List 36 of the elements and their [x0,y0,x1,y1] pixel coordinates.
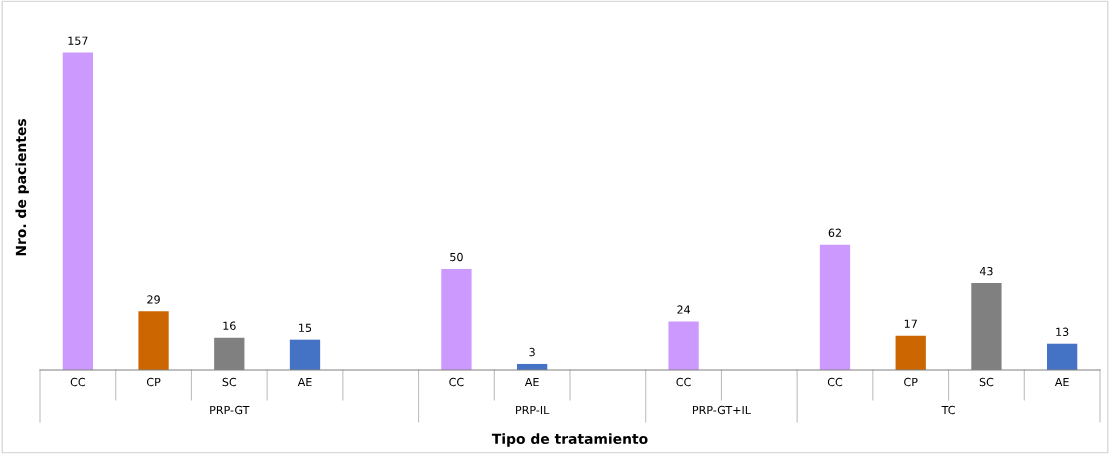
x-tick-label: CP [146,377,161,387]
data-label: 15 [299,323,312,332]
data-label: 24 [677,305,691,314]
data-label: 50 [450,252,463,262]
x-tick-label: CC [70,377,86,387]
data-label: 29 [147,295,160,304]
bar [289,339,321,370]
bar [441,268,472,370]
x-tick-label: CP [904,377,918,387]
text: TC [941,405,955,415]
x-tick-label: CC [449,377,464,387]
bar [62,52,93,370]
text: PRP-GT+IL [692,405,751,415]
text: PRP-IL [516,405,550,415]
text: PRP-GT [210,405,250,415]
bar [895,335,926,370]
x-tick-label: AE [524,377,539,387]
data-label: 43 [979,266,993,276]
data-label: 3 [529,347,535,357]
x-tick-label: AE [297,377,312,387]
data-label: 17 [904,319,917,328]
y-axis-title: Nro. de pacientes [15,119,29,256]
bar [138,311,169,370]
bar [819,244,851,370]
x-tick-label: CC [676,377,691,387]
x-tick-label: SC [222,377,237,387]
x-axis-title: Tipo de tratamiento [491,433,648,447]
x-tick-label: AE [1054,377,1069,387]
data-label: 13 [1056,327,1069,337]
x-tick-label: CC [827,377,843,387]
bar [1047,343,1078,370]
x-tick-label: SC [979,377,994,387]
data-label: 157 [68,36,88,45]
bar [668,321,699,370]
data-label: 16 [223,321,236,330]
data-label: 62 [828,228,841,237]
